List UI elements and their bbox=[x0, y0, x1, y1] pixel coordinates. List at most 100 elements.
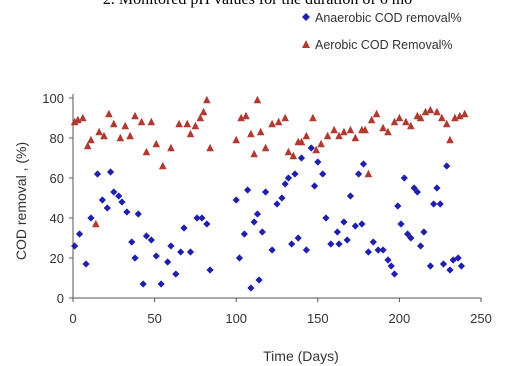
aerobic-point bbox=[438, 113, 446, 122]
anaerobic-point bbox=[164, 258, 172, 266]
aerobic-point bbox=[361, 125, 369, 134]
aerobic-point bbox=[95, 127, 103, 136]
aerobic-point bbox=[402, 117, 410, 126]
aerobic-point bbox=[284, 147, 293, 156]
aerobic-point bbox=[407, 121, 415, 130]
x-tick-label: 150 bbox=[307, 311, 329, 326]
aerobic-point bbox=[451, 113, 459, 122]
aerobic-point bbox=[372, 109, 381, 118]
anaerobic-point bbox=[400, 174, 408, 182]
aerobic-point bbox=[442, 119, 451, 128]
anaerobic-point bbox=[394, 202, 402, 210]
aerobic-point bbox=[289, 151, 298, 160]
aerobic-point bbox=[83, 141, 92, 150]
anaerobic-point bbox=[258, 228, 266, 236]
anaerobic-point bbox=[261, 188, 270, 196]
anaerobic-point bbox=[407, 234, 415, 242]
anaerobic-point bbox=[439, 260, 448, 268]
anaerobic-point bbox=[142, 232, 151, 240]
anaerobic-point bbox=[426, 262, 435, 270]
anaerobic-point bbox=[186, 248, 195, 256]
anaerobic-point bbox=[71, 242, 79, 250]
aerobic-point bbox=[183, 119, 192, 128]
aerobic-point bbox=[253, 95, 262, 104]
anaerobic-point bbox=[355, 170, 363, 178]
aerobic-point bbox=[330, 125, 338, 134]
y-tick-label: 0 bbox=[57, 291, 64, 306]
aerobic-point bbox=[100, 131, 108, 140]
aerobic-point bbox=[460, 109, 469, 118]
anaerobic-point bbox=[346, 192, 355, 200]
anaerobic-point bbox=[152, 252, 160, 260]
anaerobic-point bbox=[359, 160, 368, 168]
anaerobic-point bbox=[443, 162, 451, 170]
x-tick-label: 200 bbox=[389, 311, 411, 326]
aerobic-point bbox=[364, 169, 373, 178]
aerobic-point bbox=[121, 121, 130, 130]
anaerobic-point bbox=[106, 168, 115, 176]
anaerobic-point bbox=[247, 284, 255, 292]
aerobic-point bbox=[309, 113, 317, 122]
anaerobic-point bbox=[294, 234, 302, 242]
anaerobic-point bbox=[413, 188, 421, 196]
anaerobic-point bbox=[374, 246, 382, 254]
aerobic-point bbox=[390, 117, 399, 126]
aerobic-point bbox=[247, 129, 255, 138]
x-tick-label: 250 bbox=[470, 311, 492, 326]
aerobic-point bbox=[206, 143, 214, 152]
y-tick-label: 80 bbox=[50, 131, 64, 146]
anaerobic-point bbox=[310, 182, 319, 190]
legend-label-anaerobic: Anaerobic COD removal% bbox=[315, 11, 462, 25]
aerobic-point bbox=[131, 111, 139, 120]
x-tick-label: 0 bbox=[69, 311, 76, 326]
aerobic-point bbox=[302, 131, 311, 140]
y-tick-label: 20 bbox=[50, 251, 64, 266]
aerobic-point bbox=[70, 117, 79, 126]
aerobic-point bbox=[74, 115, 82, 124]
anaerobic-point bbox=[417, 242, 425, 250]
anaerobic-point bbox=[327, 240, 335, 248]
aerobic-point bbox=[232, 135, 240, 144]
x-tick-label: 100 bbox=[225, 311, 247, 326]
aerobic-point bbox=[116, 133, 125, 142]
anaerobic-point bbox=[206, 266, 214, 274]
aerobic-point bbox=[152, 139, 161, 148]
anaerobic-point bbox=[433, 184, 441, 192]
aerobic-point bbox=[335, 131, 343, 140]
anaerobic-point bbox=[457, 262, 466, 270]
y-tick-label: 60 bbox=[50, 171, 64, 186]
anaerobic-point bbox=[351, 222, 359, 230]
aerobic-point bbox=[237, 113, 245, 122]
aerobic-point bbox=[186, 129, 195, 138]
aerobic-point bbox=[87, 135, 95, 144]
anaerobic-point bbox=[128, 238, 136, 246]
series-anaerobic bbox=[71, 144, 466, 292]
aerobic-point bbox=[199, 107, 208, 116]
aerobic-point bbox=[274, 117, 283, 126]
anaerobic-point bbox=[284, 174, 293, 182]
x-tick-label: 50 bbox=[147, 311, 161, 326]
anaerobic-point bbox=[291, 170, 299, 178]
aerobic-point bbox=[367, 115, 376, 124]
aerobic-point bbox=[340, 127, 348, 136]
aerobic-point bbox=[433, 107, 441, 116]
x-axis-title: Time (Days) bbox=[263, 348, 339, 364]
anaerobic-point bbox=[436, 200, 444, 208]
aerobic-point bbox=[137, 117, 146, 126]
figure-caption: 2. Monitored pH values for the duration … bbox=[0, 0, 515, 9]
anaerobic-point bbox=[93, 170, 102, 178]
aerobic-point bbox=[175, 119, 183, 128]
anaerobic-point bbox=[340, 218, 348, 226]
anaerobic-point bbox=[75, 230, 84, 238]
anaerobic-point bbox=[103, 204, 111, 212]
axes bbox=[69, 94, 482, 302]
aerobic-point bbox=[297, 137, 306, 146]
data-points bbox=[70, 95, 469, 292]
anaerobic-point bbox=[123, 208, 131, 216]
anaerobic-point bbox=[255, 276, 263, 284]
anaerobic-point bbox=[430, 200, 438, 208]
aerobic-point bbox=[196, 113, 205, 122]
anaerobic-point bbox=[110, 188, 118, 196]
legend-label-aerobic: Aerobic COD Removal% bbox=[315, 38, 453, 52]
